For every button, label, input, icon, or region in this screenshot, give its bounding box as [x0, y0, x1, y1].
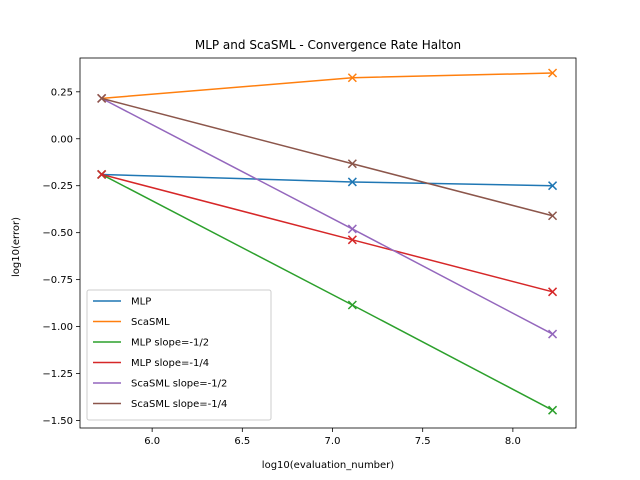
legend-label: ScaSML slope=-1/4 — [131, 399, 227, 410]
data-point-scasml-slope-1-4 — [97, 93, 107, 103]
marker-stroke — [548, 405, 558, 415]
marker-stroke — [347, 224, 357, 234]
x-tick-label: 6.5 — [234, 436, 250, 447]
x-tick-label: 7.0 — [325, 436, 341, 447]
marker-stroke — [548, 211, 558, 221]
marker-stroke — [548, 181, 558, 191]
marker-stroke — [347, 235, 357, 245]
data-point-mlp-slope-1-4 — [97, 169, 107, 179]
data-point-mlp-slope-1-4 — [347, 235, 357, 245]
legend-label: ScaSML slope=-1/2 — [131, 379, 227, 390]
marker-stroke — [548, 329, 558, 339]
x-tick-label: 7.5 — [415, 436, 431, 447]
axes: 6.0 6.5 7.0 7.5 8.0 0.25 0.00 −0.25 −0.50 −0.75 −1… — [42, 57, 577, 447]
marker-stroke — [97, 93, 107, 103]
data-point-mlp — [347, 177, 357, 187]
marker-stroke — [347, 300, 357, 310]
marker-stroke — [548, 68, 558, 78]
data-point-scasml-slope-1-2 — [347, 224, 357, 234]
y-tick-label: −0.50 — [42, 228, 73, 239]
data-point-mlp-slope-1-2 — [347, 300, 357, 310]
axes-frame — [79, 57, 577, 429]
data-point-scasml — [548, 68, 558, 78]
marker-stroke — [548, 287, 558, 297]
y-tick-label: 0.00 — [51, 134, 73, 145]
data-point-scasml-slope-1-2 — [548, 329, 558, 339]
x-tick-label: 6.0 — [144, 436, 160, 447]
y-tick-label: 0.25 — [51, 87, 73, 98]
legend-box — [86, 289, 272, 421]
x-tick-label: 8.0 — [505, 436, 521, 447]
plot-area — [97, 68, 558, 415]
y-tick-label: −1.00 — [42, 322, 73, 333]
y-tick-label: −0.75 — [42, 275, 73, 286]
data-point-mlp — [548, 181, 558, 191]
data-point-mlp-slope-1-4 — [548, 287, 558, 297]
marker-stroke — [347, 159, 357, 169]
chart-title: MLP and ScaSML - Convergence Rate Halton — [195, 38, 461, 52]
data-point-mlp-slope-1-2 — [548, 405, 558, 415]
marker-stroke — [97, 169, 107, 179]
legend-label: MLP slope=-1/4 — [131, 358, 209, 369]
marker-stroke — [347, 177, 357, 187]
y-tick-label: −0.25 — [42, 181, 73, 192]
legend-label: ScaSML — [131, 317, 170, 328]
data-point-scasml-slope-1-4 — [347, 159, 357, 169]
y-tick-label: −1.25 — [42, 369, 73, 380]
marker-stroke — [347, 73, 357, 83]
data-point-scasml-slope-1-4 — [548, 211, 558, 221]
data-point-scasml — [347, 73, 357, 83]
legend-label: MLP — [131, 297, 151, 308]
legend: MLP ScaSML MLP slope=-1/2 MLP slope=-1/4 Sca… — [86, 289, 272, 421]
y-tick-label: −1.50 — [42, 416, 73, 427]
legend-label: MLP slope=-1/2 — [131, 338, 209, 349]
x-axis-label: log10(evaluation_number) — [262, 460, 394, 471]
y-axis-label: log10(error) — [11, 217, 22, 277]
